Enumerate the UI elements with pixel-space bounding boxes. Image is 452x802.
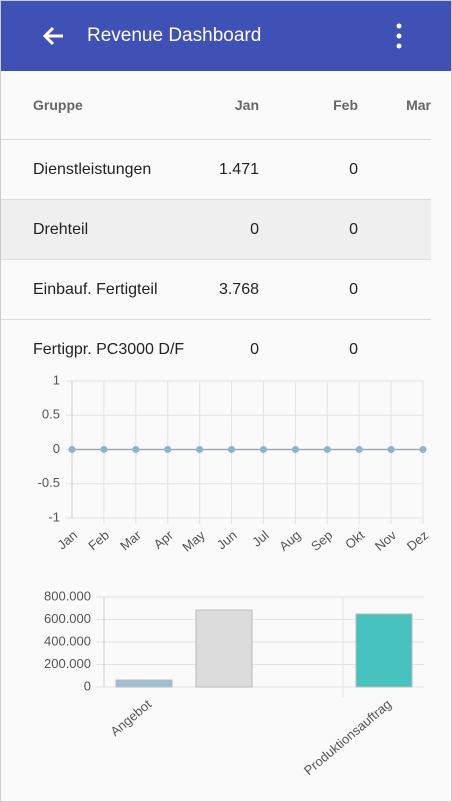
- table-cell: 1.471: [201, 139, 259, 200]
- table-cell: 0: [201, 199, 259, 260]
- x-tick-label: Okt: [342, 527, 367, 552]
- table-cell: 0: [259, 319, 358, 379]
- x-tick-label: Aug: [276, 527, 303, 553]
- table-row: Einbauf. Fertigteil 3.768 0: [1, 259, 431, 320]
- data-point: [419, 446, 427, 453]
- data-point: [355, 446, 363, 453]
- table-cell: 0: [201, 319, 259, 379]
- app-title: Revenue Dashboard: [87, 25, 262, 46]
- data-point: [228, 446, 236, 453]
- table-cell: 0: [259, 139, 358, 200]
- bar: [195, 609, 253, 688]
- x-tick-label: Angebot: [107, 696, 154, 739]
- column-header: Jan: [234, 97, 259, 113]
- charts: 1 0.5 0 -0.5 -1 Jan Feb Mar Apr May Jun Jul Aug Sep Ok…: [38, 372, 432, 778]
- y-tick-label: 800.000: [44, 588, 91, 603]
- x-tick-label: Jul: [249, 527, 271, 549]
- table-cell: 3.768: [201, 259, 259, 320]
- y-tick-label: 200.000: [44, 656, 91, 671]
- menu-button[interactable]: [394, 22, 404, 52]
- data-point: [132, 446, 140, 453]
- table-cell: [358, 259, 431, 320]
- table-cell: Drehteil: [1, 199, 201, 260]
- data-point: [164, 446, 172, 453]
- table-wrap: Gruppe Jan Feb Mar Dienstleistungen 1.471 0 Dre…: [1, 71, 431, 379]
- x-tick-label: Jan: [54, 527, 80, 552]
- x-tick-label: May: [179, 527, 208, 555]
- data-point: [387, 446, 395, 453]
- app-bar: Revenue Dashboard: [1, 1, 451, 71]
- y-tick-label: 0: [53, 441, 60, 456]
- table-cell: [358, 319, 431, 379]
- back-button[interactable]: [39, 21, 69, 51]
- y-tick-label: -0.5: [38, 475, 60, 490]
- table-cell: Einbauf. Fertigteil: [1, 259, 201, 320]
- column-header: Feb: [333, 97, 358, 113]
- y-tick-label: 400.000: [44, 633, 91, 648]
- table-cell: [358, 139, 431, 200]
- y-tick-label: 1: [53, 372, 60, 387]
- data-point: [196, 446, 204, 453]
- column-header: Gruppe: [33, 97, 83, 113]
- data-table: Gruppe Jan Feb Mar Dienstleistungen 1.471 0 Dre…: [1, 71, 431, 379]
- data-point: [100, 446, 108, 453]
- data-point: [291, 446, 299, 453]
- x-tick-label: Dez: [404, 527, 431, 553]
- table-cell: 0: [259, 199, 358, 260]
- column-header: Mar: [406, 97, 431, 113]
- table-row: Drehteil 0 0: [1, 199, 431, 260]
- data-point: [323, 446, 331, 453]
- table-row: Dienstleistungen 1.471 0: [1, 139, 431, 200]
- x-tick-label: Sep: [308, 527, 335, 553]
- x-tick-label: Mar: [117, 527, 144, 553]
- table-row: Fertigpr. PC3000 D/F 0 0: [1, 319, 431, 379]
- table-cell: Fertigpr. PC3000 D/F: [1, 319, 201, 379]
- data-point: [68, 446, 76, 453]
- x-tick-label: Apr: [151, 527, 177, 552]
- x-tick-label: Nov: [372, 527, 400, 554]
- x-tick-label: Jun: [214, 527, 240, 552]
- y-tick-label: 600.000: [44, 611, 91, 626]
- y-tick-label: 0: [84, 678, 91, 693]
- data-point: [259, 446, 267, 453]
- x-tick-label: Produktionsauftrag: [301, 696, 394, 778]
- y-tick-label: 0.5: [42, 407, 60, 422]
- table-cell: Dienstleistungen: [1, 139, 201, 200]
- table-cell: [358, 199, 431, 260]
- bar: [355, 613, 413, 688]
- table-cell: 0: [259, 259, 358, 320]
- y-tick-label: -1: [48, 509, 60, 524]
- bar: [115, 679, 173, 688]
- x-tick-label: Feb: [85, 527, 112, 553]
